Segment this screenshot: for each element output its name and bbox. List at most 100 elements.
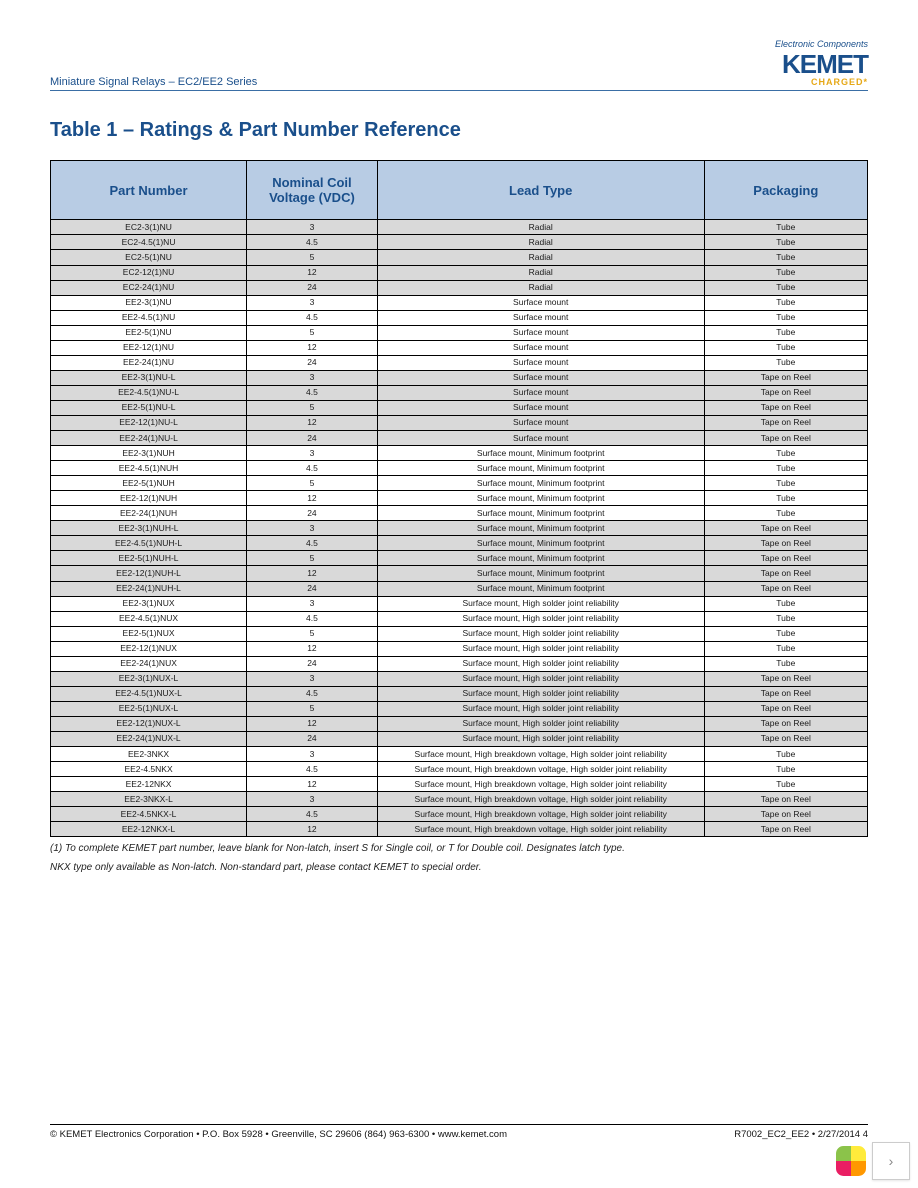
cell: Tape on Reel [704,701,867,716]
table-row: EE2-12(1)NUH12Surface mount, Minimum foo… [51,491,868,506]
cell: Tape on Reel [704,716,867,731]
cell: EE2-12(1)NU [51,340,247,355]
petal [851,1161,866,1176]
cell: Tape on Reel [704,400,867,415]
cell: EE2-4.5NKX [51,762,247,777]
table-title: Table 1 – Ratings & Part Number Referenc… [50,119,868,142]
cell: EE2-5(1)NUH-L [51,551,247,566]
cell: Tube [704,250,867,265]
cell: Surface mount, Minimum footprint [377,506,704,521]
cell: Tube [704,461,867,476]
logo: Electronic Components KEMET CHARGED* [775,40,868,88]
cell: Surface mount, High solder joint reliabi… [377,611,704,626]
petal [836,1161,851,1176]
cell: EE2-24(1)NUH-L [51,581,247,596]
cell: 12 [247,566,378,581]
table-row: EC2-24(1)NU24RadialTube [51,280,868,295]
table-row: EE2-3(1)NUX3Surface mount, High solder j… [51,596,868,611]
cell: EE2-24(1)NUX [51,656,247,671]
cell: 5 [247,701,378,716]
cell: 4.5 [247,611,378,626]
cell: EE2-12(1)NU-L [51,415,247,430]
cell: EE2-12(1)NUX [51,641,247,656]
petal [851,1146,866,1161]
cell: Surface mount, Minimum footprint [377,476,704,491]
cell: 3 [247,671,378,686]
cell: Radial [377,280,704,295]
cell: 5 [247,476,378,491]
cell: 4.5 [247,461,378,476]
cell: Tape on Reel [704,415,867,430]
col-lead: Lead Type [377,161,704,220]
cell: Tube [704,280,867,295]
cell: 3 [247,596,378,611]
cell: EE2-4.5NKX-L [51,807,247,822]
cell: Tape on Reel [704,566,867,581]
table-row: EE2-24(1)NUX24Surface mount, High solder… [51,656,868,671]
cell: 3 [247,220,378,235]
cell: 3 [247,295,378,310]
cell: EE2-3(1)NUX [51,596,247,611]
cell: Surface mount, High breakdown voltage, H… [377,792,704,807]
cell: EE2-3(1)NUH [51,446,247,461]
footer-left: © KEMET Electronics Corporation • P.O. B… [50,1129,507,1140]
cell: Surface mount, Minimum footprint [377,521,704,536]
table-body: EC2-3(1)NU3RadialTubeEC2-4.5(1)NU4.5Radi… [51,220,868,837]
cell: EE2-12NKX-L [51,822,247,837]
table-row: EE2-3NKX3Surface mount, High breakdown v… [51,747,868,762]
cell: Tube [704,596,867,611]
cell: 12 [247,491,378,506]
cell: Tape on Reel [704,536,867,551]
table-row: EE2-12(1)NUX12Surface mount, High solder… [51,641,868,656]
cell: EE2-5(1)NUX-L [51,701,247,716]
cell: Tape on Reel [704,385,867,400]
cell: EE2-4.5(1)NU [51,310,247,325]
table-row: EE2-4.5(1)NUH-L4.5Surface mount, Minimum… [51,536,868,551]
cell: Tube [704,777,867,792]
cell: Surface mount, High solder joint reliabi… [377,596,704,611]
cell: EE2-12NKX [51,777,247,792]
cell: EE2-4.5(1)NUX [51,611,247,626]
cell: 24 [247,280,378,295]
cell: Surface mount [377,385,704,400]
cell: EE2-12(1)NUX-L [51,716,247,731]
cell: Radial [377,250,704,265]
cell: Tape on Reel [704,431,867,446]
cell: Radial [377,235,704,250]
next-page-button[interactable]: › [872,1142,910,1180]
cell: Tape on Reel [704,370,867,385]
cell: Tube [704,310,867,325]
petal [836,1146,851,1161]
pager-logo-icon [836,1146,866,1176]
cell: 3 [247,370,378,385]
cell: EE2-3(1)NU-L [51,370,247,385]
cell: 5 [247,325,378,340]
cell: 4.5 [247,762,378,777]
cell: Tape on Reel [704,792,867,807]
cell: EE2-3(1)NU [51,295,247,310]
cell: EC2-24(1)NU [51,280,247,295]
cell: Surface mount [377,400,704,415]
cell: Tube [704,265,867,280]
cell: Surface mount, High solder joint reliabi… [377,656,704,671]
col-pack: Packaging [704,161,867,220]
cell: 4.5 [247,310,378,325]
cell: 5 [247,250,378,265]
cell: Surface mount, High solder joint reliabi… [377,626,704,641]
cell: EE2-12(1)NUH-L [51,566,247,581]
cell: Surface mount [377,431,704,446]
table-row: EE2-4.5NKX-L4.5Surface mount, High break… [51,807,868,822]
table-row: EE2-5(1)NU5Surface mountTube [51,325,868,340]
cell: 3 [247,747,378,762]
cell: Surface mount, High solder joint reliabi… [377,716,704,731]
cell: Tube [704,506,867,521]
doc-series: Miniature Signal Relays – EC2/EE2 Series [50,76,257,88]
cell: 4.5 [247,235,378,250]
cell: Tape on Reel [704,521,867,536]
cell: 4.5 [247,686,378,701]
table-row: EE2-3(1)NUX-L3Surface mount, High solder… [51,671,868,686]
cell: Tape on Reel [704,731,867,746]
table-row: EC2-12(1)NU12RadialTube [51,265,868,280]
ratings-table: Part Number Nominal Coil Voltage (VDC) L… [50,160,868,837]
table-row: EE2-4.5NKX4.5Surface mount, High breakdo… [51,762,868,777]
